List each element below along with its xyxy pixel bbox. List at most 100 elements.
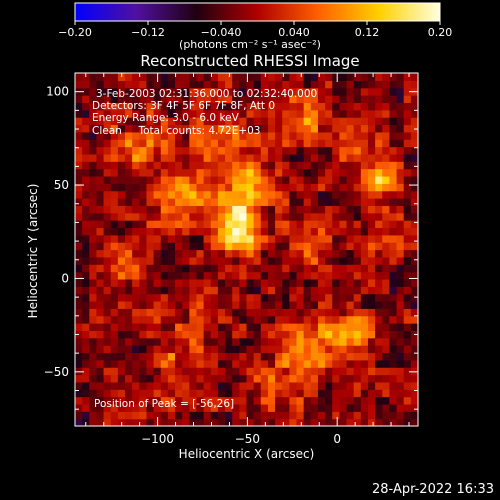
- heatmap-cell: [260, 153, 269, 162]
- heatmap-cell: [303, 205, 312, 214]
- heatmap-cell: [89, 256, 98, 265]
- heatmap-cell: [117, 264, 126, 273]
- heatmap-cell: [132, 323, 140, 331]
- heatmap-cell: [117, 249, 126, 258]
- heatmap-cell: [375, 198, 383, 206]
- heatmap-cell: [239, 381, 248, 390]
- heatmap-cell: [339, 109, 348, 118]
- heatmap-cell: [296, 359, 305, 368]
- heatmap-cell: [82, 367, 90, 376]
- heatmap-cell: [167, 227, 176, 236]
- heatmap-cell: [382, 146, 391, 155]
- heatmap-cell: [303, 73, 312, 81]
- heatmap-cell: [203, 381, 212, 390]
- heatmap-cell: [303, 161, 312, 170]
- heatmap-cell: [125, 153, 133, 162]
- heatmap-cell: [167, 337, 176, 346]
- heatmap-cell: [182, 153, 190, 162]
- y-axis-label: Heliocentric Y (arcsec): [26, 183, 40, 319]
- heatmap-cell: [246, 264, 255, 273]
- heatmap-cell: [360, 330, 369, 339]
- heatmap-cell: [75, 175, 83, 184]
- heatmap-cell: [225, 374, 233, 383]
- heatmap-cell: [232, 227, 240, 236]
- heatmap-cell: [167, 198, 176, 206]
- heatmap-cell: [360, 146, 369, 155]
- heatmap-cell: [203, 374, 212, 383]
- heatmap-cell: [303, 220, 312, 229]
- heatmap-cell: [310, 337, 319, 346]
- heatmap-cell: [310, 220, 319, 229]
- heatmap-cell: [289, 271, 298, 280]
- heatmap-cell: [196, 418, 205, 427]
- heatmap-cell: [246, 403, 255, 412]
- heatmap-cell: [225, 212, 233, 221]
- heatmap-cell: [267, 403, 276, 412]
- heatmap-cell: [389, 264, 398, 273]
- heatmap-cell: [403, 73, 412, 81]
- heatmap-cell: [260, 352, 269, 361]
- heatmap-cell: [296, 293, 305, 302]
- heatmap-cell: [146, 411, 155, 420]
- heatmap-cell: [275, 418, 283, 427]
- heatmap-cell: [246, 146, 255, 155]
- heatmap-cell: [282, 396, 290, 405]
- heatmap-cell: [260, 293, 269, 302]
- heatmap-cell: [153, 374, 162, 383]
- heatmap-cell: [89, 293, 98, 302]
- heatmap-cell: [289, 323, 298, 331]
- heatmap-cell: [225, 411, 233, 420]
- heatmap-cell: [389, 300, 398, 309]
- heatmap-cell: [375, 374, 383, 383]
- heatmap-cell: [110, 374, 119, 383]
- heatmap-cell: [367, 234, 376, 243]
- heatmap-cell: [282, 418, 290, 427]
- heatmap-cell: [375, 403, 383, 412]
- heatmap-cell: [360, 139, 369, 148]
- heatmap-cell: [267, 293, 276, 302]
- heatmap-cell: [389, 278, 398, 287]
- heatmap-cell: [217, 139, 226, 148]
- heatmap-cell: [289, 345, 298, 354]
- heatmap-cell: [282, 278, 290, 287]
- heatmap-cell: [317, 411, 326, 420]
- heatmap-cell: [310, 293, 319, 302]
- heatmap-cell: [267, 220, 276, 229]
- heatmap-cell: [232, 300, 240, 309]
- heatmap-cell: [353, 411, 362, 420]
- heatmap-cell: [139, 286, 148, 295]
- heatmap-cell: [267, 175, 276, 184]
- heatmap-cell: [339, 168, 348, 177]
- heatmap-cell: [96, 198, 105, 206]
- heatmap-cell: [396, 249, 405, 258]
- heatmap-cell: [217, 168, 226, 177]
- heatmap-cell: [303, 359, 312, 368]
- heatmap-cell: [196, 146, 205, 155]
- heatmap-cell: [410, 308, 419, 317]
- heatmap-cell: [375, 345, 383, 354]
- heatmap-cell: [96, 337, 105, 346]
- heatmap-cell: [303, 352, 312, 361]
- heatmap-cell: [253, 330, 262, 339]
- heatmap-cell: [339, 242, 348, 251]
- heatmap-cell: [325, 139, 333, 148]
- heatmap-cell: [246, 73, 255, 81]
- heatmap-cell: [267, 198, 276, 206]
- heatmap-cell: [275, 139, 283, 148]
- heatmap-cell: [410, 286, 419, 295]
- heatmap-cell: [282, 403, 290, 412]
- heatmap-cell: [375, 337, 383, 346]
- heatmap-cell: [132, 308, 140, 317]
- timestamp: 28-Apr-2022 16:33: [372, 482, 494, 497]
- heatmap-cell: [117, 278, 126, 287]
- heatmap-cell: [339, 271, 348, 280]
- heatmap-cell: [275, 153, 283, 162]
- heatmap-cell: [346, 323, 355, 331]
- heatmap-cell: [367, 411, 376, 420]
- heatmap-cell: [232, 264, 240, 273]
- heatmap-cell: [410, 227, 419, 236]
- heatmap-cell: [89, 234, 98, 243]
- heatmap-cell: [75, 117, 83, 126]
- heatmap-cell: [189, 330, 198, 339]
- heatmap-cell: [375, 102, 383, 111]
